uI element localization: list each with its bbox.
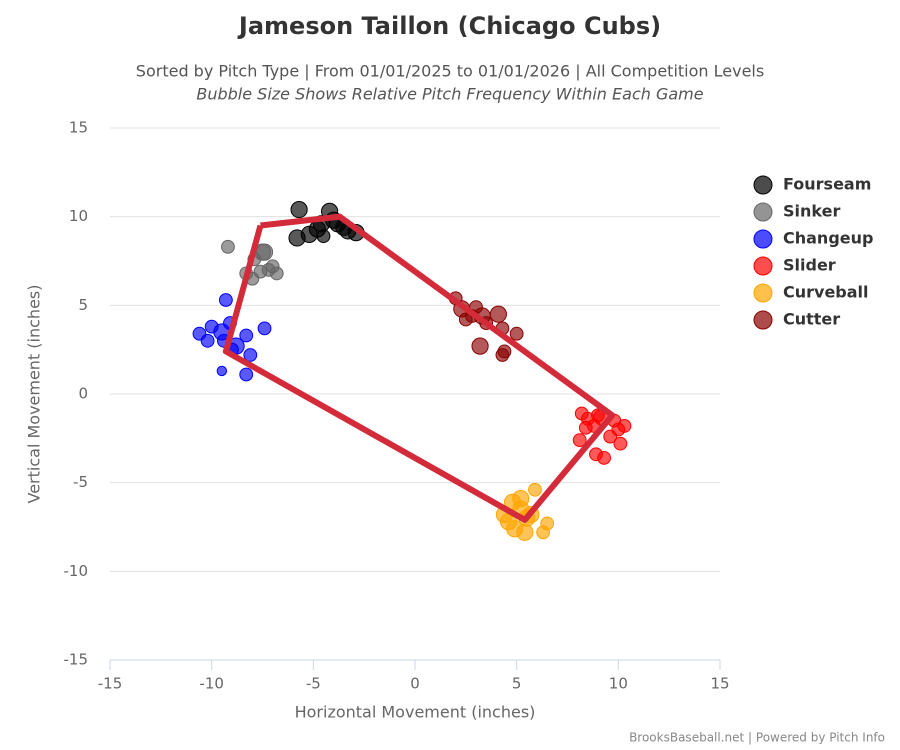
bubble bbox=[219, 293, 233, 307]
chart-subtitle-2: Bubble Size Shows Relative Pitch Frequen… bbox=[196, 85, 703, 104]
bubble bbox=[516, 523, 534, 541]
bubble bbox=[489, 305, 507, 323]
legend-marker bbox=[753, 310, 773, 330]
y-tick-label: -15 bbox=[64, 651, 89, 669]
average-outline bbox=[222, 213, 616, 523]
legend-label: Changeup bbox=[783, 229, 873, 248]
y-tick-label: -10 bbox=[64, 562, 89, 580]
bubble bbox=[257, 321, 272, 336]
y-tick-label: 15 bbox=[69, 119, 88, 137]
bubble bbox=[597, 450, 611, 465]
bubble bbox=[578, 420, 593, 435]
bubble bbox=[221, 239, 235, 254]
chart-title: Jameson Taillon (Chicago Cubs) bbox=[237, 12, 661, 40]
x-axis-title: Horizontal Movement (inches) bbox=[295, 703, 536, 722]
legend-label: Curveball bbox=[783, 283, 869, 302]
bubble bbox=[239, 367, 254, 382]
x-tick-label: -5 bbox=[306, 675, 321, 693]
bubble bbox=[239, 328, 254, 343]
bubble bbox=[200, 333, 215, 348]
x-tick-label: 5 bbox=[512, 675, 522, 693]
x-tick-label: 15 bbox=[710, 675, 729, 693]
bubble bbox=[471, 337, 489, 355]
bubble bbox=[572, 433, 587, 448]
y-axis-title: Vertical Movement (inches) bbox=[25, 285, 44, 504]
bubble bbox=[300, 225, 318, 243]
legend-label: Sinker bbox=[783, 202, 840, 221]
x-tick-label: -10 bbox=[199, 675, 224, 693]
credit: BrooksBaseball.net | Powered by Pitch In… bbox=[629, 731, 885, 745]
y-tick-label: -5 bbox=[73, 473, 88, 491]
bubble bbox=[509, 326, 524, 341]
bubble bbox=[261, 262, 276, 277]
legend-marker bbox=[753, 283, 773, 303]
y-tick-label: 0 bbox=[78, 385, 88, 403]
bubble bbox=[591, 408, 605, 423]
legend-label: Cutter bbox=[783, 310, 840, 329]
legend-marker bbox=[753, 175, 773, 195]
bubble bbox=[216, 365, 228, 377]
bubble bbox=[540, 516, 555, 531]
bubble bbox=[613, 436, 628, 451]
y-tick-label: 5 bbox=[78, 296, 88, 314]
legend-marker bbox=[753, 229, 773, 249]
bubble bbox=[243, 348, 258, 362]
x-tick-label: 0 bbox=[410, 675, 420, 693]
bubble bbox=[290, 200, 308, 219]
chart-subtitle: Sorted by Pitch Type | From 01/01/2025 t… bbox=[136, 62, 764, 81]
legend-label: Fourseam bbox=[783, 175, 871, 194]
x-tick-label: -15 bbox=[98, 675, 123, 693]
x-tick-label: 10 bbox=[609, 675, 628, 693]
bubble bbox=[528, 482, 542, 497]
legend-marker bbox=[753, 256, 773, 276]
y-tick-label: 10 bbox=[69, 207, 88, 225]
legend-marker bbox=[753, 202, 773, 222]
bubble bbox=[495, 348, 510, 362]
legend-label: Slider bbox=[783, 256, 836, 275]
